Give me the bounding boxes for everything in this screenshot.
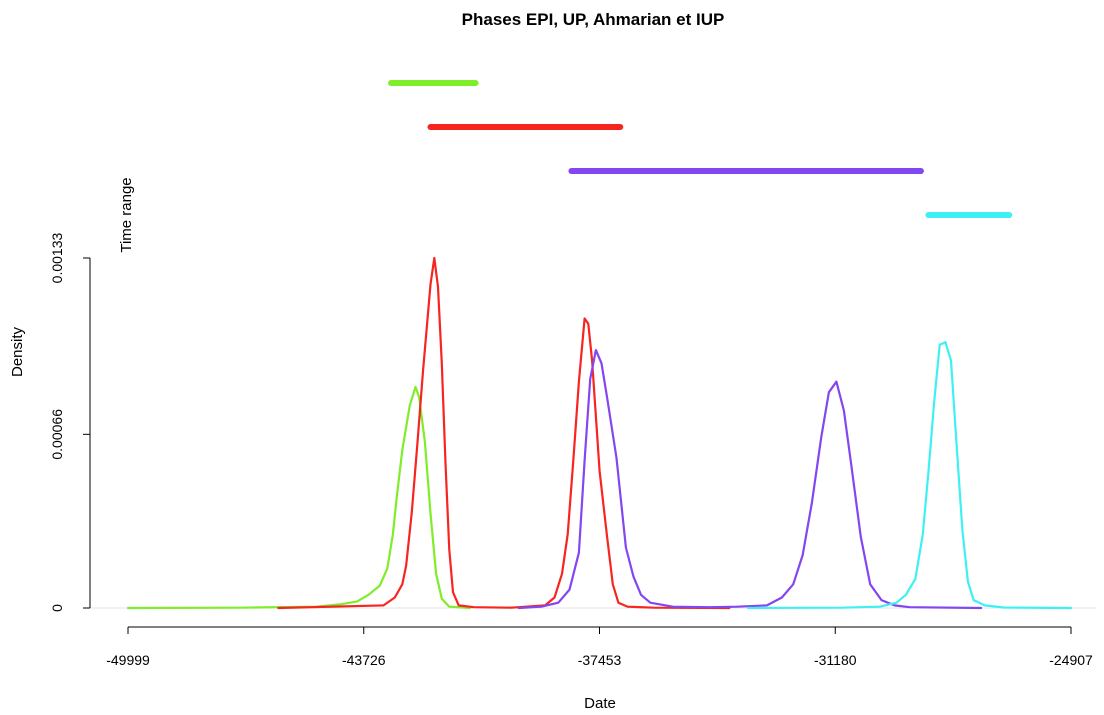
time-range-label: Time range	[118, 177, 135, 252]
chart-title: Phases EPI, UP, Ahmarian et IUP	[462, 10, 725, 29]
x-tick-label: -24907	[1049, 652, 1093, 668]
x-axis-title: Date	[584, 695, 616, 712]
time-range-bars	[388, 80, 1013, 218]
x-axis: -49999 -43726 -37453 -31180 -24907	[106, 626, 1093, 668]
density-curves	[126, 256, 1073, 610]
y-tick-label: 0.00133	[49, 232, 65, 283]
density-curve	[126, 385, 472, 610]
density-curve	[277, 256, 731, 610]
y-tick-label: 0	[49, 604, 65, 612]
x-tick-label: -43726	[342, 652, 386, 668]
density-curve	[747, 341, 1073, 610]
y-axis-title: Density	[9, 326, 26, 377]
x-tick-label: -49999	[106, 652, 150, 668]
x-tick-label: -37453	[578, 652, 622, 668]
density-curve	[517, 349, 983, 610]
y-axis: 0 0.00066 0.00133	[49, 232, 91, 612]
x-tick-label: -31180	[814, 652, 857, 668]
y-tick-label: 0.00066	[49, 409, 65, 460]
